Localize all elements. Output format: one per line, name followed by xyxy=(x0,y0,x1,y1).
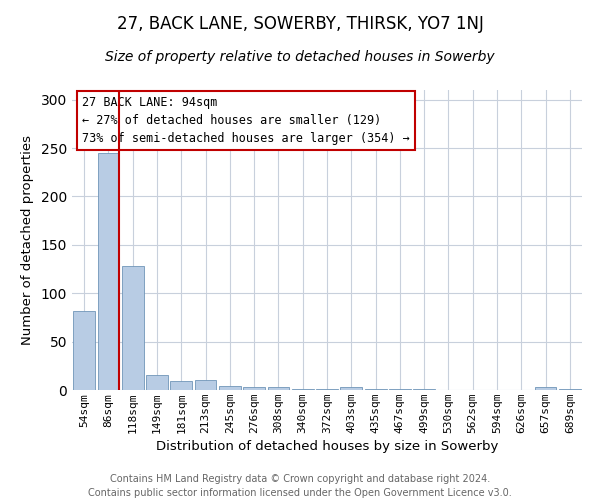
Bar xyxy=(194,380,217,390)
Bar xyxy=(365,389,386,390)
Text: Size of property relative to detached houses in Sowerby: Size of property relative to detached ho… xyxy=(105,50,495,64)
Bar xyxy=(243,387,265,390)
Text: Contains HM Land Registry data © Crown copyright and database right 2024.
Contai: Contains HM Land Registry data © Crown c… xyxy=(88,474,512,498)
Bar xyxy=(316,389,338,390)
X-axis label: Distribution of detached houses by size in Sowerby: Distribution of detached houses by size … xyxy=(156,440,498,453)
Bar xyxy=(268,387,289,390)
Bar xyxy=(559,389,581,390)
Bar xyxy=(170,382,192,390)
Y-axis label: Number of detached properties: Number of detached properties xyxy=(21,135,34,345)
Bar xyxy=(146,376,168,390)
Bar xyxy=(122,266,143,390)
Text: 27 BACK LANE: 94sqm
← 27% of detached houses are smaller (129)
73% of semi-detac: 27 BACK LANE: 94sqm ← 27% of detached ho… xyxy=(82,96,410,145)
Bar xyxy=(340,387,362,390)
Bar xyxy=(219,386,241,390)
Bar xyxy=(413,389,435,390)
Bar xyxy=(292,389,314,390)
Text: 27, BACK LANE, SOWERBY, THIRSK, YO7 1NJ: 27, BACK LANE, SOWERBY, THIRSK, YO7 1NJ xyxy=(116,15,484,33)
Bar xyxy=(535,387,556,390)
Bar xyxy=(97,153,119,390)
Bar xyxy=(73,310,95,390)
Bar xyxy=(389,389,411,390)
